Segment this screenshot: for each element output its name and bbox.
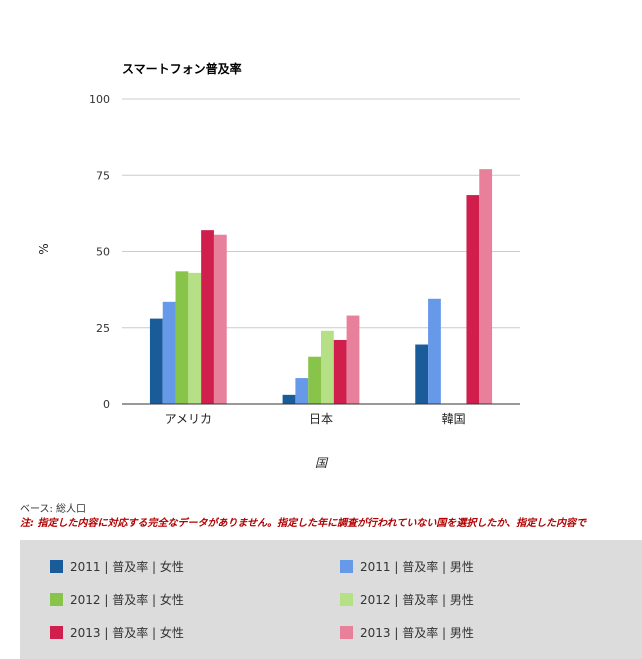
- bar: [162, 301, 176, 404]
- y-tick-label: 0: [103, 398, 110, 411]
- bar: [213, 234, 227, 404]
- legend-swatch: [340, 560, 353, 573]
- legend-item: 2013 | 普及率 | 男性: [340, 624, 474, 641]
- chart-title: スマートフォン普及率: [122, 61, 242, 76]
- bar: [188, 272, 202, 404]
- legend-label: 2011 | 普及率 | 男性: [360, 560, 474, 574]
- y-tick-label: 100: [89, 93, 110, 106]
- legend-swatch: [340, 593, 353, 606]
- bar: [415, 344, 429, 404]
- legend: 2011 | 普及率 | 女性 2011 | 普及率 | 男性 2012 | 普及率…: [20, 540, 642, 659]
- legend-item: 2013 | 普及率 | 女性: [50, 624, 184, 641]
- base-note: ベース: 総人口: [20, 504, 87, 515]
- legend-label: 2012 | 普及率 | 男性: [360, 593, 474, 607]
- bar: [428, 298, 441, 404]
- legend-label: 2012 | 普及率 | 女性: [70, 593, 184, 607]
- legend-item: 2011 | 普及率 | 女性: [50, 558, 184, 575]
- bar-chart: スマートフォン普及率 0 25 50 75 100 アメリカ 日本 韓国 % 国: [37, 61, 520, 470]
- legend-label: 2011 | 普及率 | 女性: [70, 560, 184, 574]
- x-tick-label: 日本: [309, 412, 333, 426]
- y-tick-label: 25: [96, 322, 110, 335]
- incomplete-data-warning: 注: 指定した内容に対応する完全なデータがありません。指定した年に調査が行われて…: [20, 518, 587, 529]
- legend-swatch: [340, 626, 353, 639]
- y-axis-label: %: [37, 243, 51, 254]
- x-axis-ticks: アメリカ 日本 韓国: [165, 412, 466, 426]
- bar: [479, 169, 493, 404]
- legend-item: 2012 | 普及率 | 女性: [50, 591, 184, 608]
- x-tick-label: 韓国: [442, 412, 466, 426]
- legend-swatch: [50, 593, 63, 606]
- legend-swatch: [50, 626, 63, 639]
- bar: [149, 318, 163, 404]
- bar: [295, 378, 309, 404]
- bar: [466, 195, 480, 404]
- legend-swatch: [50, 560, 63, 573]
- bar: [282, 394, 296, 404]
- legend-label: 2013 | 普及率 | 男性: [360, 626, 474, 640]
- gridlines: [122, 98, 520, 329]
- legend-item: 2011 | 普及率 | 男性: [340, 558, 474, 575]
- bar: [175, 271, 189, 404]
- bar: [201, 230, 214, 404]
- bar: [346, 315, 360, 404]
- y-tick-label: 75: [96, 169, 110, 182]
- y-axis-ticks: 0 25 50 75 100: [89, 93, 110, 411]
- bars: [149, 169, 493, 404]
- legend-item: 2012 | 普及率 | 男性: [340, 591, 474, 608]
- bar: [321, 330, 334, 404]
- x-tick-label: アメリカ: [165, 412, 212, 426]
- bar: [333, 339, 347, 404]
- x-axis-label: 国: [315, 456, 329, 470]
- legend-label: 2013 | 普及率 | 女性: [70, 626, 184, 640]
- bar: [308, 356, 321, 404]
- y-tick-label: 50: [96, 246, 110, 259]
